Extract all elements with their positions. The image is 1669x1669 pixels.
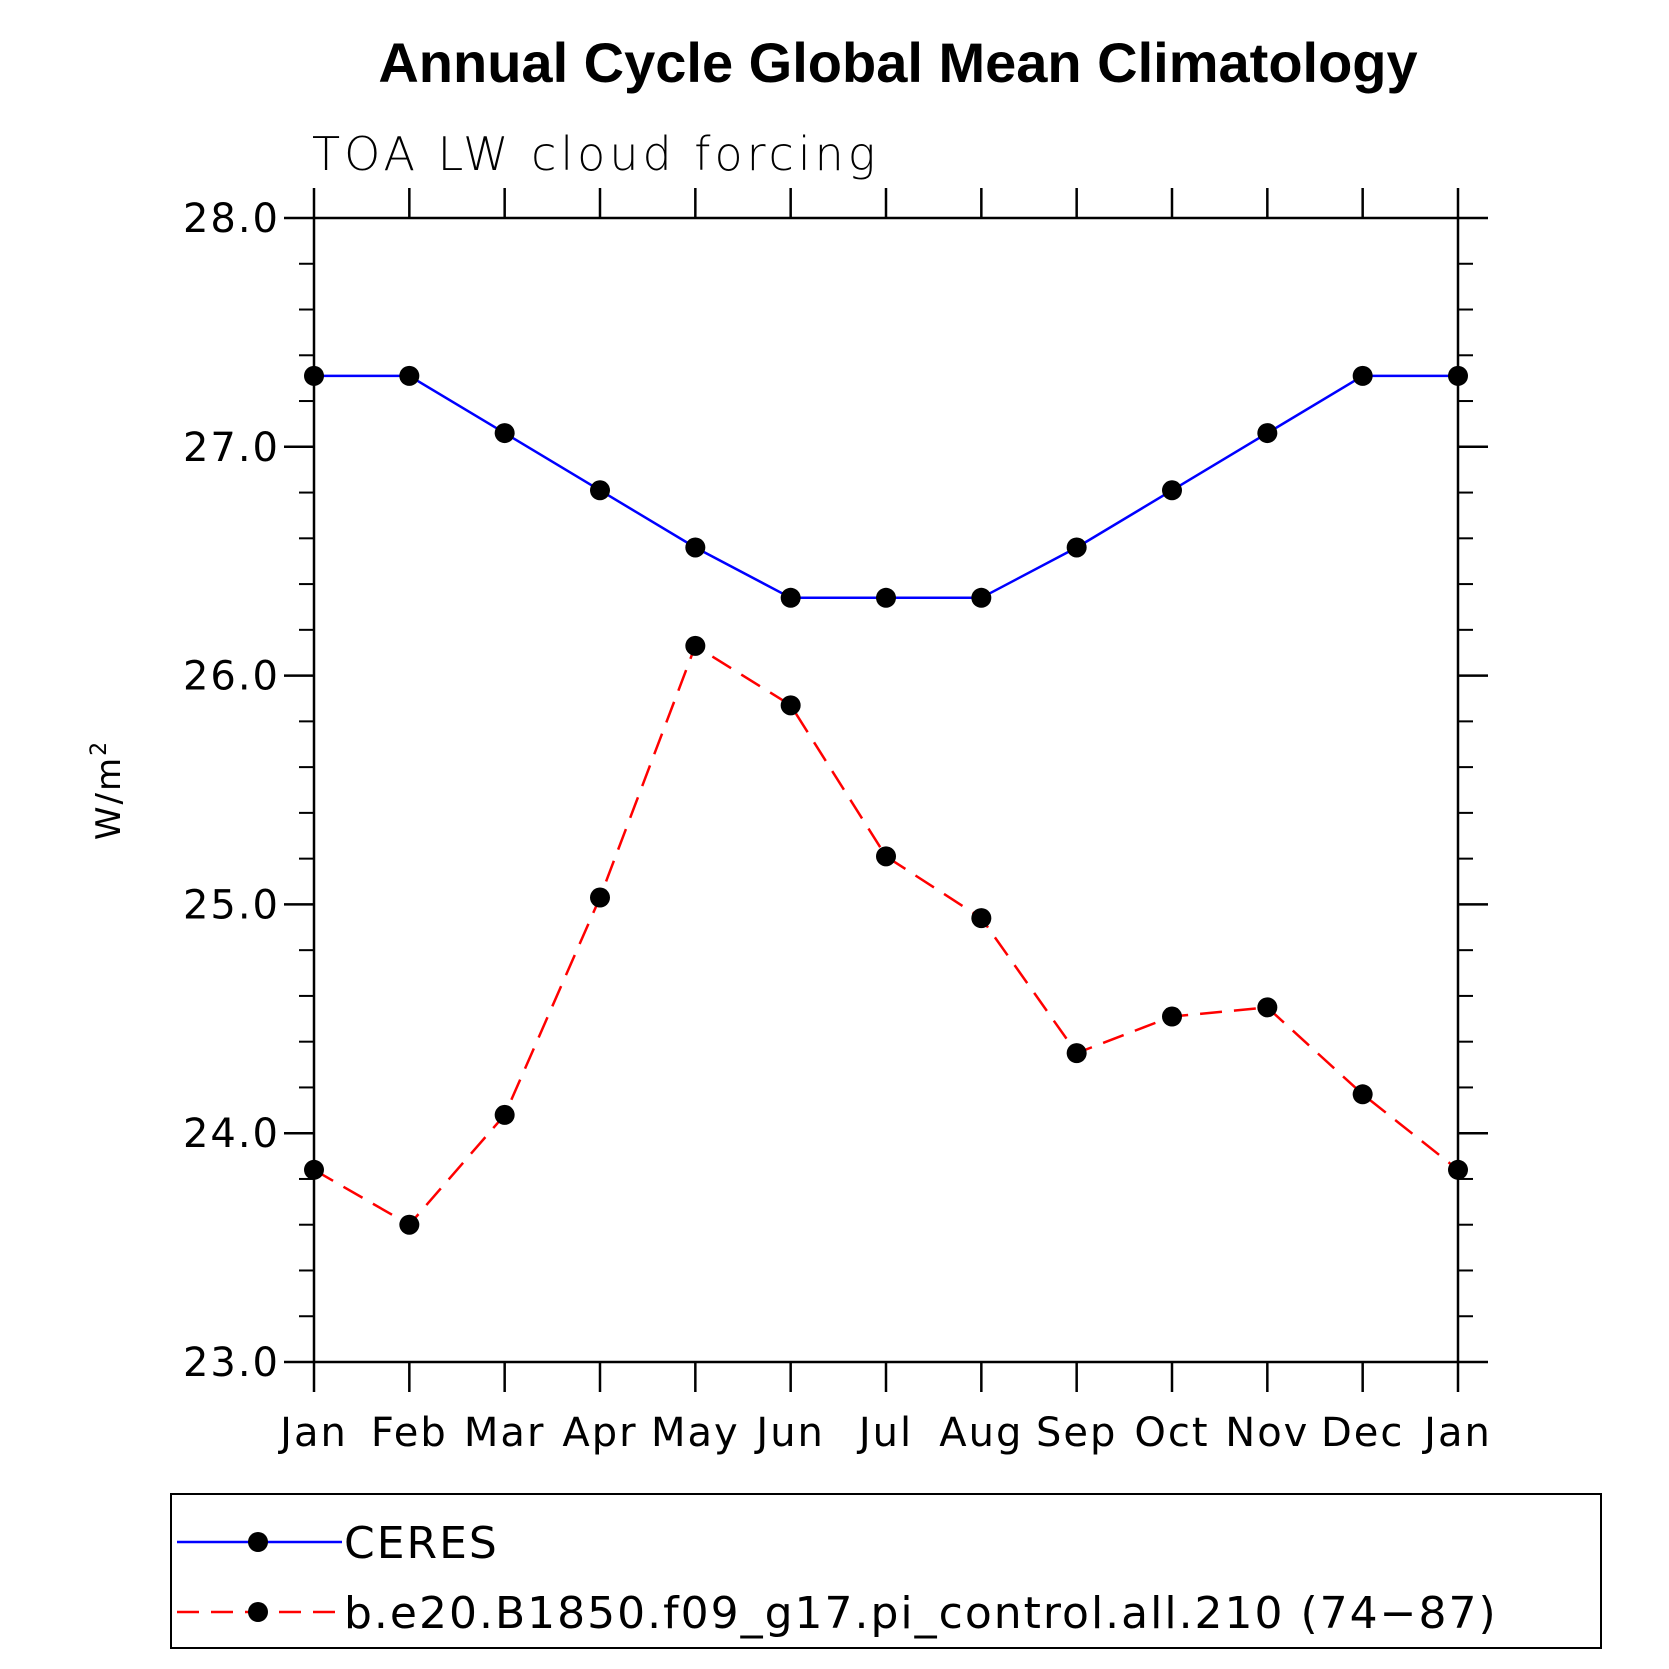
plot-frame — [312, 216, 1460, 1364]
data-point — [590, 480, 610, 501]
plot-area: 23.0 24.0 25.0 26.0 27.0 28.0 Jan Feb Mar Apr May… — [183, 188, 1492, 1456]
data-point — [399, 365, 420, 386]
x-tick-label: Feb — [371, 1410, 448, 1456]
legend-label: CERES — [344, 1518, 499, 1569]
legend-item: b.e20.B1850.f09_g17.pi_control.all.210 (… — [177, 1588, 1498, 1639]
data-point — [780, 587, 801, 608]
data-point — [304, 365, 324, 386]
series-line — [314, 374, 1458, 600]
y-axis-label: W/m2 — [87, 740, 129, 840]
legend-marker — [248, 1602, 268, 1622]
y-tick-labels: 23.0 24.0 25.0 26.0 27.0 28.0 — [183, 196, 280, 1386]
chart-subtitle: TOA LW cloud forcing — [312, 127, 879, 181]
data-point — [1162, 1006, 1182, 1027]
x-tick-label: Jan — [277, 1410, 348, 1456]
data-point — [1066, 1043, 1087, 1064]
x-tick-label: Nov — [1225, 1410, 1309, 1456]
x-tick-label: Aug — [939, 1410, 1023, 1456]
data-point — [971, 908, 992, 929]
x-tick-label: Mar — [464, 1410, 545, 1456]
data-point — [1162, 480, 1182, 501]
data-point — [1352, 1084, 1373, 1105]
x-tick-label: Oct — [1134, 1410, 1209, 1456]
data-point — [1448, 365, 1468, 386]
data-point — [876, 846, 896, 867]
y-tick-label: 25.0 — [183, 882, 280, 928]
data-point — [1448, 1159, 1468, 1180]
chart-title: Annual Cycle Global Mean Climatology — [378, 31, 1417, 94]
y-tick-label: 23.0 — [183, 1340, 280, 1386]
y-tick-label: 24.0 — [183, 1111, 280, 1157]
x-tick-label: Jul — [856, 1410, 913, 1456]
series-1 — [304, 365, 1468, 608]
x-tick-label: Apr — [562, 1410, 637, 1456]
y-tick-label: 26.0 — [183, 654, 280, 700]
legend-marker — [248, 1532, 268, 1552]
data-point — [1066, 537, 1087, 558]
data-point — [494, 1104, 515, 1125]
x-tick-label: Dec — [1321, 1410, 1404, 1456]
x-tick-label: Sep — [1036, 1410, 1117, 1456]
data-point — [876, 587, 896, 608]
x-tick-label: Jun — [753, 1410, 825, 1456]
data-point — [780, 695, 801, 716]
data-point — [590, 887, 610, 908]
data-point — [971, 587, 992, 608]
y-tick-label: 28.0 — [183, 196, 280, 242]
x-tick-labels: Jan Feb Mar Apr May Jun Jul Aug Sep Oct Nov Dec Jan — [277, 1410, 1492, 1456]
legend-label: b.e20.B1850.f09_g17.pi_control.all.210 (… — [344, 1588, 1498, 1639]
x-tick-label: May — [651, 1410, 740, 1456]
data-point — [1257, 423, 1278, 444]
data-point — [494, 423, 515, 444]
data-point — [685, 537, 706, 558]
legend-items: CERES b.e20.B1850.f09_g17.pi_control.all.… — [177, 1518, 1498, 1639]
legend-box — [170, 1493, 1602, 1649]
data-point — [1352, 365, 1373, 386]
y-tick-label: 27.0 — [183, 425, 280, 471]
data-point — [1257, 997, 1278, 1018]
series-2 — [304, 635, 1468, 1235]
data-point — [399, 1214, 420, 1235]
series-layer — [304, 365, 1468, 1235]
series-line — [313, 644, 1459, 1227]
data-point — [685, 635, 706, 656]
legend: CERES b.e20.B1850.f09_g17.pi_control.all.… — [170, 1493, 1602, 1649]
legend-item: CERES — [177, 1518, 499, 1569]
data-point — [304, 1159, 324, 1180]
axis-ticks — [284, 188, 1488, 1392]
x-tick-label: Jan — [1421, 1410, 1492, 1456]
